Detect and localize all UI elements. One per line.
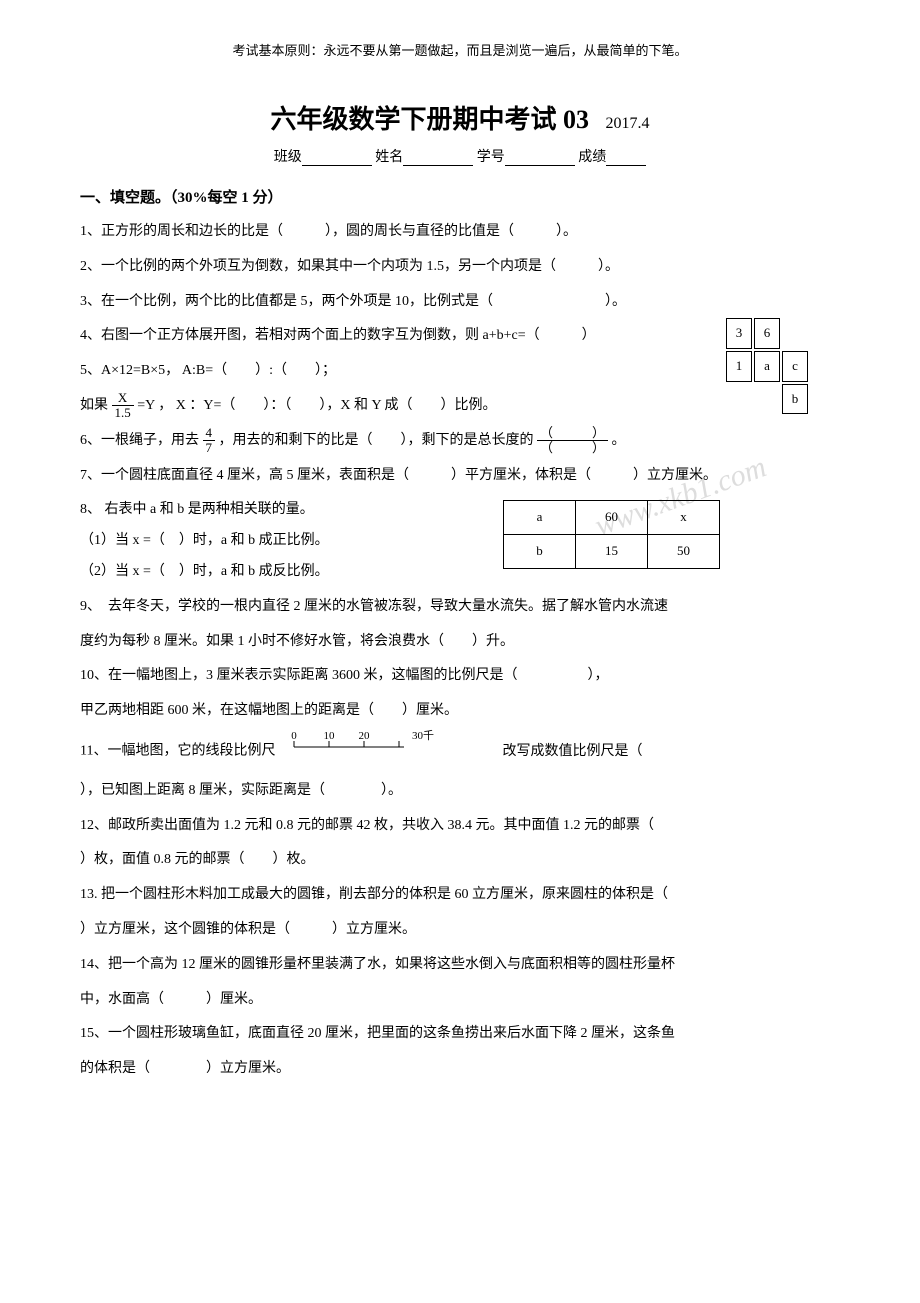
- question-15b: 的体积是（ ）立方厘米。: [80, 1054, 840, 1085]
- question-7: 7、一个圆柱底面直径 4 厘米，高 5 厘米，表面积是（ ）平方厘米，体积是（ …: [80, 461, 840, 492]
- q11a-post: 改写成数值比例尺是（: [502, 744, 642, 759]
- scale-tick-10: 10: [323, 730, 335, 742]
- question-15a: 15、一个圆柱形玻璃鱼缸，底面直径 20 厘米，把里面的这条鱼捞出来后水面下降 …: [80, 1019, 840, 1050]
- name-label: 姓名: [375, 150, 403, 165]
- table-cell-15: 15: [576, 535, 648, 569]
- section-1-title: 一、填空题。（30%每空 1 分）: [80, 186, 840, 207]
- student-info-line: 班级 姓名 学号 成绩: [80, 146, 840, 166]
- frac-den-paren: （ ）: [537, 441, 608, 455]
- question-9a: 9、 去年冬天，学校的一根内直径 2 厘米的水管被冻裂，导致大量水流失。据了解水…: [80, 592, 840, 623]
- q5b-pre: 如果: [80, 398, 108, 413]
- question-11a: 11、一幅地图，它的线段比例尺 0 10 20 30千米 改写成数值比例尺是（: [80, 731, 840, 772]
- proportion-table: a 60 x b 15 50: [503, 500, 720, 568]
- q8-title: 8、 右表中 a 和 b 是两种相关联的量。: [80, 495, 840, 526]
- question-11b: ），已知图上距离 8 厘米，实际距离是（ ）。: [80, 776, 840, 807]
- question-6: 6、一根绳子，用去 4 7 ，用去的和剩下的比是（ ），剩下的是总长度的 （ ）…: [80, 426, 840, 457]
- fraction-paren: （ ） （ ）: [537, 426, 608, 456]
- question-3: 3、在一个比例，两个比的比值都是 5，两个外项是 10，比例式是（ ）。: [80, 287, 840, 318]
- question-13b: ）立方厘米，这个圆锥的体积是（ ）立方厘米。: [80, 915, 840, 946]
- question-4-text: 4、右图一个正方体展开图，若相对两个面上的数字互为倒数，则 a+b+c=（ ）: [80, 328, 596, 343]
- q8-sub1: （1）当 x =（ ）时，a 和 b 成正比例。: [80, 526, 840, 557]
- question-5b: 如果 X 1.5 =Y ， X ：Y=（ ）：（ ），X 和 Y 成（ ）比例。: [80, 391, 840, 422]
- title-year: 2017.4: [606, 115, 650, 132]
- question-2: 2、一个比例的两个外项互为倒数，如果其中一个内项为 1.5，另一个内项是（ ）。: [80, 252, 840, 283]
- exam-title: 六年级数学下册期中考试 03 2017.4: [80, 99, 840, 136]
- scale-tick-30: 30千米: [412, 729, 434, 742]
- title-text: 六年级数学下册期中考试 03: [270, 105, 589, 134]
- q5b-mid: =Y ， X ：Y=（ ）：（ ），X 和 Y 成（ ）比例。: [137, 398, 496, 413]
- frac-num-x: X: [112, 391, 134, 406]
- fraction-4-7: 4 7: [203, 426, 216, 456]
- name-blank[interactable]: [403, 149, 473, 166]
- q6-pre: 6、一根绳子，用去: [80, 433, 199, 448]
- question-12a: 12、邮政所卖出面值为 1.2 元和 0.8 元的邮票 42 枚，共收入 38.…: [80, 811, 840, 842]
- header-note: 考试基本原则：永远不要从第一题做起，而且是浏览一遍后，从最简单的下笔。: [80, 40, 840, 59]
- id-blank[interactable]: [505, 149, 575, 166]
- question-4: 4、右图一个正方体展开图，若相对两个面上的数字互为倒数，则 a+b+c=（ ） …: [80, 321, 840, 352]
- id-label: 学号: [477, 150, 505, 165]
- scale-tick-0: 0: [291, 730, 297, 742]
- table-cell-b: b: [504, 535, 576, 569]
- frac-den-1-5: 1.5: [112, 406, 134, 420]
- frac-num-4: 4: [203, 426, 216, 441]
- question-14b: 中，水面高（ ）厘米。: [80, 985, 840, 1016]
- question-5a: 5、A×12=B×5， A:B=（ ）:（ ）；: [80, 356, 840, 387]
- frac-den-7: 7: [203, 441, 216, 455]
- question-8: 8、 右表中 a 和 b 是两种相关联的量。 （1）当 x =（ ）时，a 和 …: [80, 495, 840, 587]
- table-cell-60: 60: [576, 501, 648, 535]
- q8-sub2: （2）当 x =（ ）时，a 和 b 成反比例。: [80, 557, 840, 588]
- score-label: 成绩: [578, 150, 606, 165]
- question-12b: ）枚，面值 0.8 元的邮票（ ）枚。: [80, 845, 840, 876]
- class-label: 班级: [274, 150, 302, 165]
- scale-tick-20: 20: [358, 730, 370, 742]
- q6-end: 。: [612, 433, 626, 448]
- question-14a: 14、把一个高为 12 厘米的圆锥形量杯里装满了水，如果将这些水倒入与底面积相等…: [80, 950, 840, 981]
- question-1: 1、正方形的周长和边长的比是（ ），圆的周长与直径的比值是（ ）。: [80, 217, 840, 248]
- class-blank[interactable]: [302, 149, 372, 166]
- question-10a: 10、在一幅地图上，3 厘米表示实际距离 3600 米，这幅图的比例尺是（ ），: [80, 661, 840, 692]
- score-blank[interactable]: [606, 149, 646, 166]
- frac-num-paren: （ ）: [537, 426, 608, 441]
- table-cell-a: a: [504, 501, 576, 535]
- scale-bar-diagram: 0 10 20 30千米: [284, 729, 434, 770]
- table-cell-50: 50: [648, 535, 720, 569]
- q11a-pre: 11、一幅地图，它的线段比例尺: [80, 744, 275, 759]
- question-10b: 甲乙两地相距 600 米，在这幅地图上的距离是（ ）厘米。: [80, 696, 840, 727]
- cube-cell-3: 3: [726, 318, 752, 349]
- cube-cell-6: 6: [754, 318, 780, 349]
- q6-mid: ，用去的和剩下的比是（ ），剩下的是总长度的: [219, 433, 538, 448]
- scale-bar-svg: 0 10 20 30千米: [284, 729, 434, 757]
- table-cell-x: x: [648, 501, 720, 535]
- question-13a: 13. 把一个圆柱形木料加工成最大的圆锥，削去部分的体积是 60 立方厘米，原来…: [80, 880, 840, 911]
- question-9b: 度约为每秒 8 厘米。如果 1 小时不修好水管，将会浪费水（ ）升。: [80, 627, 840, 658]
- fraction-x-1-5: X 1.5: [112, 391, 134, 421]
